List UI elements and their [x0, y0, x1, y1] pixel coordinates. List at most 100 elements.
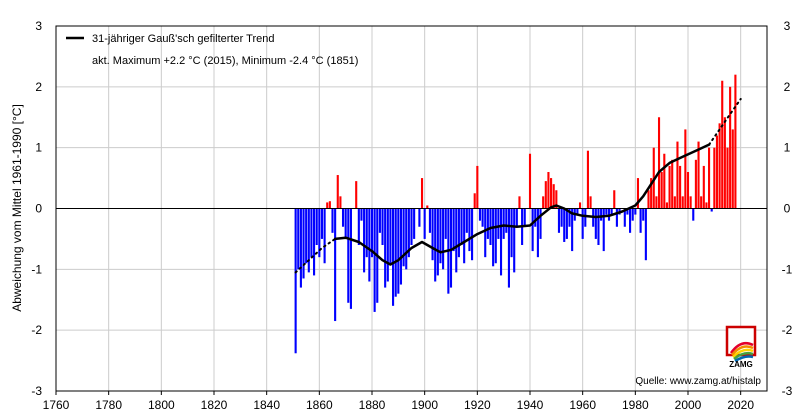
bar-1930	[502, 208, 505, 239]
bar-1981	[636, 178, 640, 209]
x-tick-label: 1860	[306, 398, 333, 412]
bar-1852	[297, 208, 300, 270]
bar-1994	[671, 159, 674, 209]
bar-1983	[642, 208, 645, 221]
bar-1922	[481, 208, 484, 227]
zamg-logo-arc-blue	[734, 355, 754, 363]
bar-1853	[299, 208, 302, 288]
bar-1926	[492, 208, 495, 267]
y-tick-label-left: -3	[31, 384, 42, 398]
bar-1889	[394, 208, 397, 297]
bar-1938	[523, 208, 526, 227]
bar-1864	[328, 201, 331, 209]
bar-1863	[326, 202, 329, 209]
bar-1973	[615, 208, 618, 227]
bar-1912	[455, 208, 458, 273]
bar-2018	[734, 74, 737, 209]
bar-1910	[449, 208, 453, 288]
bar-1887	[389, 208, 392, 264]
axes: 1760 1780 1800 1820 1840 1860 1880 1900 1920 1940…	[31, 19, 792, 412]
zamg-logo-text: ZAMG	[729, 360, 753, 369]
bar-1985	[647, 190, 650, 209]
bar-1979	[631, 208, 634, 221]
bar-2014	[723, 117, 726, 209]
y-tick-label-right: -3	[782, 384, 793, 398]
legend-trend-label: 31-jähriger Gauß'sch gefilterter Trend	[92, 33, 274, 45]
bar-1885	[384, 208, 387, 288]
x-tick-label: 1900	[411, 398, 438, 412]
bar-1868	[339, 196, 342, 209]
bar-1951	[557, 208, 561, 233]
bar-1851	[294, 208, 297, 354]
bar-1924	[486, 208, 489, 239]
zamg-logo-arc-green	[733, 351, 754, 360]
bar-1941	[531, 208, 534, 252]
bar-1896	[413, 208, 416, 239]
bar-1891	[399, 208, 403, 285]
legend: 31-jähriger Gauß'sch gefilterter Trend a…	[66, 33, 358, 67]
zamg-logo-arc-yellow	[732, 348, 754, 358]
bar-1919	[473, 193, 476, 209]
bar-1854	[302, 208, 305, 279]
bar-1992	[665, 202, 668, 209]
bar-1920	[476, 165, 479, 209]
bar-1884	[381, 208, 384, 245]
bar-1875	[357, 208, 360, 245]
y-tick-label-right: -2	[782, 323, 793, 337]
bar-1903	[431, 208, 434, 261]
bar-1901	[426, 205, 429, 209]
x-tick-label: 2020	[727, 398, 754, 412]
bar-2003	[694, 159, 697, 209]
bar-1955	[568, 208, 571, 227]
bar-1929	[499, 208, 503, 276]
bar-1940	[528, 153, 532, 209]
y-tick-label-left: 0	[35, 202, 42, 216]
bar-1872	[349, 208, 352, 309]
bar-1866	[334, 208, 337, 322]
zamg-logo-arc-orange	[731, 345, 754, 356]
bar-1871	[347, 208, 350, 303]
bar-1935	[515, 208, 518, 227]
bar-1989	[657, 117, 661, 209]
bar-1969	[605, 208, 608, 215]
x-tick-label: 1940	[517, 398, 544, 412]
y-tick-label-left: 3	[35, 19, 42, 33]
bar-1933	[510, 208, 513, 258]
bar-1859	[315, 208, 318, 245]
bar-1918	[471, 208, 474, 261]
y-tick-label-right: 2	[784, 80, 791, 94]
y-tick-label-right: 3	[784, 19, 791, 33]
bar-1915	[463, 208, 466, 264]
bar-1965	[594, 208, 597, 239]
bar-1879	[368, 208, 371, 282]
bar-1895	[410, 208, 413, 245]
bar-1990	[660, 172, 663, 209]
bar-1857	[310, 208, 313, 258]
bar-1923	[484, 208, 487, 258]
bar-1952	[560, 208, 563, 227]
bar-1855	[305, 208, 308, 264]
bar-1984	[644, 208, 647, 261]
bar-2011	[715, 135, 719, 209]
bar-2001	[689, 196, 692, 209]
bar-1968	[602, 208, 605, 252]
bar-1936	[518, 196, 521, 209]
bar-1921	[478, 208, 482, 221]
bar-1890	[397, 208, 400, 294]
y-tick-label-right: -1	[782, 262, 793, 276]
bar-2004	[697, 141, 700, 209]
x-tick-label: 1840	[253, 398, 280, 412]
bar-1942	[534, 208, 537, 227]
bar-2017	[731, 129, 734, 209]
x-tick-label: 1820	[201, 398, 228, 412]
bar-1967	[600, 208, 603, 221]
bar-1953	[563, 208, 566, 242]
bar-1914	[460, 208, 463, 245]
bar-1954	[565, 208, 568, 239]
bar-1962	[586, 150, 589, 209]
bar-1943	[536, 208, 539, 258]
x-tick-label: 1920	[464, 398, 491, 412]
bar-1993	[668, 165, 671, 209]
bar-1911	[452, 208, 455, 252]
